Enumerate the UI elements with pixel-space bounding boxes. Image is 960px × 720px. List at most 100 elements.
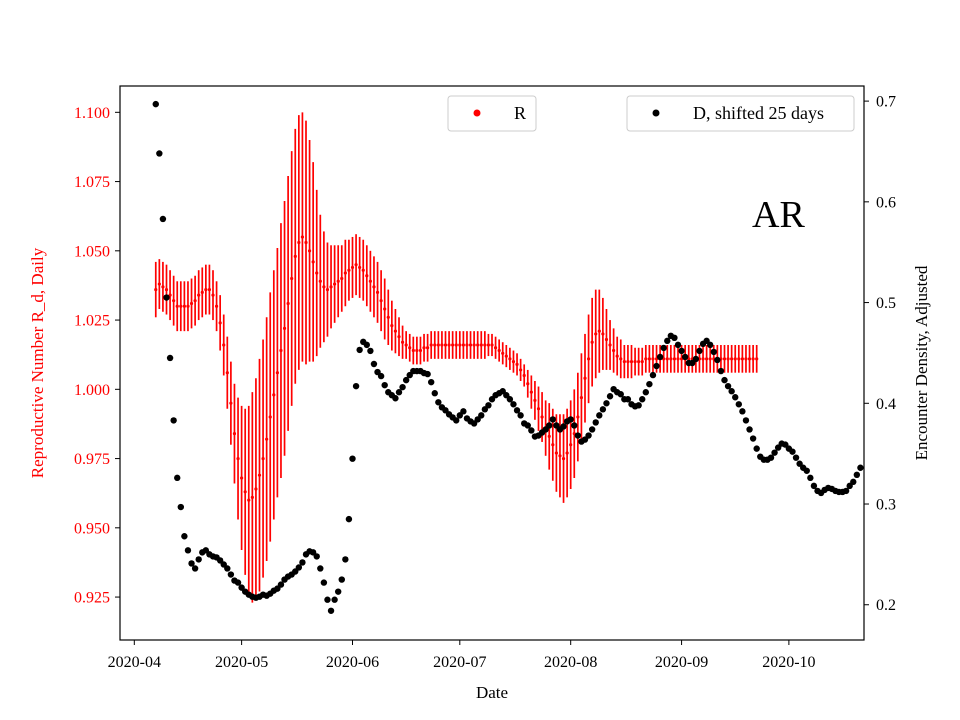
r-point — [368, 279, 372, 283]
d-point — [546, 422, 553, 429]
r-point — [733, 357, 737, 361]
d-point — [191, 565, 199, 572]
r-point — [436, 343, 440, 347]
r-point — [336, 279, 340, 283]
r-point — [476, 343, 480, 347]
d-point — [749, 435, 757, 442]
d-point — [460, 408, 467, 415]
right-y-axis-title: Encounter Density, Adjusted — [912, 265, 931, 460]
r-point — [529, 390, 533, 394]
d-point — [642, 389, 650, 396]
d-point — [681, 353, 689, 361]
d-point — [592, 419, 599, 426]
r-point — [708, 357, 712, 361]
d-point — [453, 417, 460, 424]
r-point — [347, 268, 351, 272]
r-point — [751, 357, 755, 361]
r-point — [461, 343, 465, 347]
d-point — [402, 376, 410, 384]
d-point — [635, 402, 642, 409]
r-point — [501, 351, 505, 355]
d-point — [585, 432, 592, 439]
r-point — [354, 263, 358, 267]
d-point — [692, 355, 700, 363]
d-point — [671, 334, 678, 342]
r-point — [168, 293, 172, 297]
x-tick-label: 2020-10 — [762, 654, 815, 671]
r-point — [290, 276, 294, 281]
r-point — [755, 357, 759, 361]
d-point — [571, 422, 578, 429]
d-point — [789, 448, 796, 455]
d-point — [510, 401, 517, 408]
d-point — [567, 416, 574, 423]
x-axis-title: Date — [476, 683, 508, 702]
d-point — [342, 556, 349, 563]
r-point — [612, 348, 616, 353]
d-point — [349, 455, 356, 462]
r-point — [154, 287, 158, 292]
r-point — [286, 301, 290, 306]
d-point — [317, 565, 324, 572]
d-point — [792, 454, 800, 461]
d-point — [338, 576, 345, 583]
d-point — [646, 380, 653, 388]
r-point — [293, 254, 297, 258]
r-point — [189, 301, 194, 306]
d-point — [331, 596, 338, 603]
d-point — [327, 607, 335, 614]
d-point — [277, 581, 285, 588]
r-point — [265, 437, 269, 441]
left-y-tick-label: 1.000 — [74, 382, 110, 399]
d-point — [224, 565, 231, 572]
d-point — [728, 388, 735, 395]
r-point — [214, 304, 219, 308]
r-point — [222, 343, 226, 347]
r-point — [644, 357, 648, 361]
r-point — [193, 299, 197, 303]
r-point — [240, 476, 244, 480]
r-point — [465, 343, 469, 347]
r-point — [315, 271, 319, 275]
r-point — [179, 304, 183, 308]
d-point — [560, 423, 567, 430]
left-y-axis-title: Reproductive Number R_d, Daily — [28, 247, 47, 478]
d-point — [181, 533, 188, 540]
r-point — [576, 415, 580, 419]
r-point — [447, 343, 451, 347]
d-point — [807, 474, 814, 482]
r-point — [622, 360, 626, 364]
d-point — [170, 417, 177, 424]
r-point — [282, 326, 287, 330]
d-point — [656, 353, 664, 361]
r-point — [218, 321, 222, 325]
r-point — [626, 360, 630, 364]
d-point — [660, 344, 667, 352]
right-y-tick-label: 0.2 — [876, 597, 896, 614]
x-tick-label: 2020-05 — [215, 654, 268, 671]
x-tick-label: 2020-06 — [326, 654, 379, 671]
right-y-tick-label: 0.7 — [876, 94, 896, 111]
r-point — [640, 360, 644, 364]
r-point — [601, 332, 605, 336]
r-point — [579, 396, 584, 400]
d-point — [367, 347, 374, 355]
d-point — [188, 560, 195, 567]
legend-d: D, shifted 25 days — [626, 95, 855, 132]
legend-r: R — [447, 95, 537, 132]
r-point — [157, 282, 161, 286]
d-point — [717, 367, 725, 375]
r-point — [619, 357, 623, 361]
r-point — [365, 274, 369, 278]
d-point — [771, 449, 778, 456]
r-point — [236, 456, 240, 461]
plot-frame — [119, 85, 865, 641]
d-point — [746, 426, 753, 433]
r-point — [161, 285, 165, 289]
r-point — [333, 282, 337, 286]
legend-r-marker — [473, 109, 481, 117]
d-point — [549, 416, 557, 423]
d-point — [588, 426, 596, 433]
r-point — [311, 260, 315, 264]
r-point — [637, 360, 641, 364]
